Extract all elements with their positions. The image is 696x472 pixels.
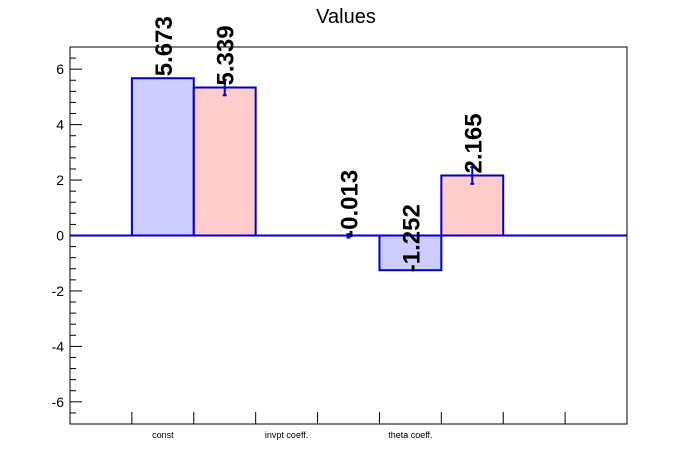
chart-labels: 5.673 -1.252 5.339 -0.013 2.165 [151, 16, 487, 272]
bar [378, 234, 443, 272]
y-tick-label: -2 [52, 283, 65, 299]
chart-axes: -6 -4 -2 0 2 4 6 const invpt coeff. theta coeff. [52, 46, 628, 440]
y-tick-label: 0 [56, 228, 64, 244]
data-label: -1.252 [398, 204, 425, 272]
bar [130, 77, 195, 237]
data-label: 5.673 [151, 16, 178, 76]
data-label: 5.339 [213, 25, 240, 85]
category-label: theta coeff. [388, 430, 432, 440]
y-tick-label: -4 [52, 338, 65, 354]
y-tick-label: 2 [56, 172, 64, 188]
y-tick-label: 4 [56, 117, 64, 133]
category-label: invpt coeff. [265, 430, 308, 440]
category-label: const [152, 430, 174, 440]
data-label: -0.013 [337, 170, 364, 238]
data-label: 2.165 [460, 113, 487, 173]
y-tick-label: -6 [52, 394, 65, 410]
y-tick-label: 6 [56, 61, 64, 77]
bar [192, 86, 257, 237]
chart-bars [70, 77, 627, 272]
chart-title: Values [316, 6, 376, 28]
